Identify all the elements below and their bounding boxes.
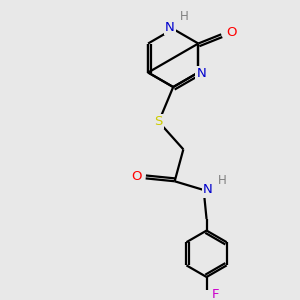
Text: O: O bbox=[226, 26, 237, 39]
Text: N: N bbox=[165, 21, 175, 34]
Text: N: N bbox=[203, 184, 213, 196]
Text: N: N bbox=[196, 68, 206, 80]
Text: S: S bbox=[154, 115, 163, 128]
Text: F: F bbox=[212, 288, 220, 300]
Text: O: O bbox=[131, 170, 142, 183]
Text: H: H bbox=[180, 10, 189, 23]
Text: H: H bbox=[218, 174, 227, 187]
